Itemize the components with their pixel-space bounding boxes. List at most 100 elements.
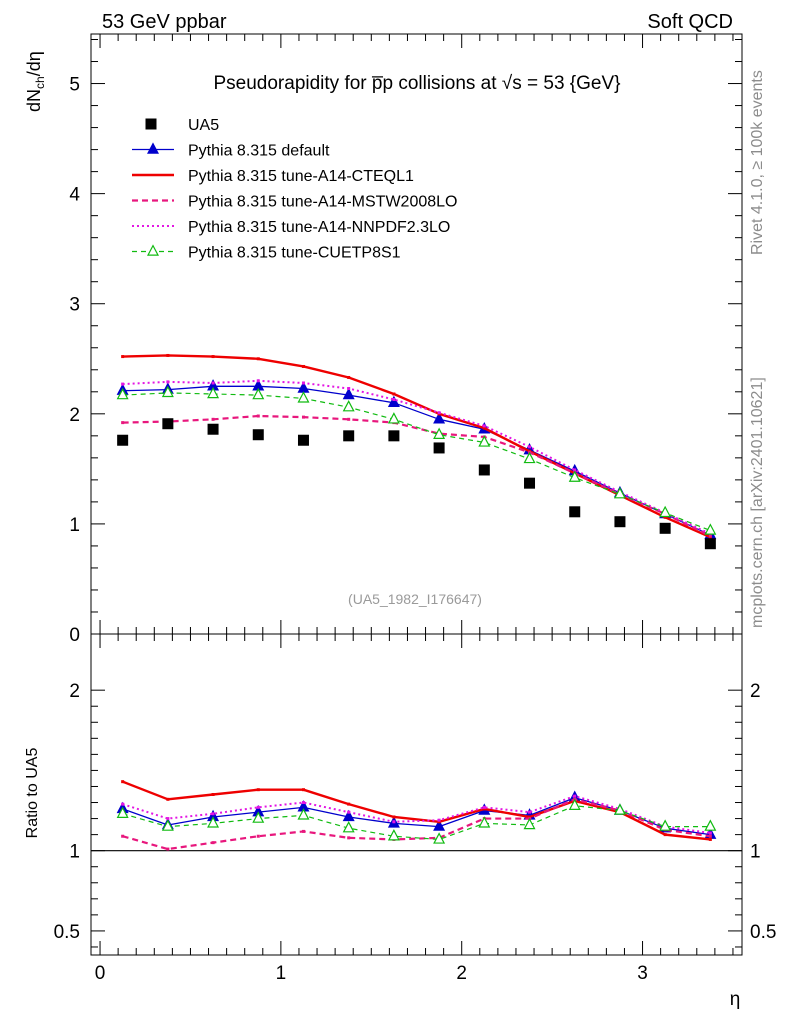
rivet-version-label: Rivet 4.1.0, ≥ 100k events bbox=[749, 70, 766, 255]
ratio-y-tick-labels: 0.5 0.5 1 1 2 2 bbox=[54, 681, 777, 943]
marker-default bbox=[342, 809, 355, 822]
legend-entry-default: Pythia 8.315 default bbox=[132, 142, 330, 160]
marker-cteql1 bbox=[482, 807, 486, 811]
main-y-tick-label: 1 bbox=[69, 515, 80, 536]
marker-mstw bbox=[121, 421, 125, 425]
marker-nnpdf bbox=[256, 805, 260, 809]
main-y-tick-label: 5 bbox=[69, 75, 80, 96]
legend-label: Pythia 8.315 tune-A14-MSTW2008LO bbox=[188, 194, 457, 211]
ratio-y-axis-label: Ratio to UA5 bbox=[24, 748, 41, 839]
marker-nnpdf bbox=[482, 805, 486, 809]
marker-cuetp8s1 bbox=[207, 386, 220, 399]
marker-cuetp8s1 bbox=[523, 817, 536, 830]
y-axis-label-main: dNch/dη bbox=[24, 51, 47, 112]
line-default bbox=[122, 385, 711, 536]
legend-entry-nnpdf: Pythia 8.315 tune-A14-NNPDF2.3LO bbox=[132, 219, 450, 236]
marker-nnpdf bbox=[392, 820, 396, 824]
mcplots-credit-label: mcplots.cern.ch [arXiv:2401.10621] bbox=[749, 377, 766, 628]
marker-cuetp8s1 bbox=[478, 435, 491, 447]
marker-cuetp8s1 bbox=[161, 819, 174, 831]
data-point-ua5 bbox=[388, 430, 400, 442]
line-cuetp8s1 bbox=[122, 805, 711, 841]
marker-cteql1 bbox=[166, 353, 170, 357]
line-mstw bbox=[122, 414, 711, 538]
header-process-label: 53 GeV ppbar bbox=[102, 11, 227, 33]
marker-nnpdf bbox=[437, 818, 441, 822]
main-y-tick-labels: 1 2 3 4 5 bbox=[69, 75, 80, 536]
marker-nnpdf bbox=[437, 411, 441, 415]
line-nnpdf bbox=[122, 795, 711, 835]
marker-cuetp8s1 bbox=[568, 798, 581, 810]
marker-nnpdf bbox=[528, 445, 532, 449]
main-series-group bbox=[116, 353, 717, 550]
legend: UA5 Pythia 8.315 default Pythia 8.315 tune… bbox=[132, 117, 457, 262]
marker-cuetp8s1 bbox=[252, 387, 265, 400]
line-cuetp8s1 bbox=[122, 392, 711, 532]
legend-entry-cteql1: Pythia 8.315 tune-A14-CTEQL1 bbox=[132, 168, 414, 185]
data-point-ua5 bbox=[524, 477, 536, 489]
marker-cteql1 bbox=[301, 788, 305, 792]
marker-mstw bbox=[347, 417, 351, 421]
marker-mstw bbox=[166, 847, 170, 851]
y-axis-label-text: dNch/dη bbox=[24, 51, 47, 112]
marker-cuetp8s1 bbox=[387, 829, 400, 841]
marker-default bbox=[433, 819, 446, 831]
marker-nnpdf bbox=[347, 810, 351, 814]
marker-mstw bbox=[256, 834, 260, 838]
marker-nnpdf bbox=[392, 398, 396, 402]
main-y-tick-label: 3 bbox=[69, 295, 80, 316]
marker-mstw bbox=[121, 834, 125, 838]
marker-cuetp8s1 bbox=[478, 816, 491, 828]
main-y-tick-label-zero: 0 bbox=[69, 625, 80, 646]
marker-cteql1 bbox=[211, 793, 215, 796]
marker-cteql1 bbox=[347, 802, 351, 806]
ratio-y-tick-label: 0.5 bbox=[54, 922, 80, 943]
marker-mstw bbox=[708, 834, 712, 838]
marker-default bbox=[433, 412, 446, 424]
marker-cteql1 bbox=[347, 375, 351, 379]
marker-nnpdf bbox=[347, 386, 351, 390]
x-tick-label: 0 bbox=[95, 963, 106, 984]
marker-cteql1 bbox=[121, 355, 125, 359]
marker-cuetp8s1 bbox=[116, 387, 129, 400]
marker-mstw bbox=[347, 836, 351, 840]
x-tick-label: 3 bbox=[637, 963, 648, 984]
marker-cteql1 bbox=[708, 837, 712, 841]
marker-nnpdf bbox=[573, 794, 577, 798]
marker-default bbox=[387, 395, 400, 408]
ratio-y-tick-label-right: 0.5 bbox=[750, 922, 776, 943]
x-tick-label: 1 bbox=[276, 963, 287, 984]
marker-cuetp8s1 bbox=[387, 412, 400, 424]
marker-cuetp8s1 bbox=[613, 487, 626, 499]
marker-nnpdf bbox=[482, 424, 486, 428]
series-cteql1 bbox=[121, 353, 712, 539]
marker-cteql1 bbox=[256, 357, 260, 361]
marker-cteql1 bbox=[528, 815, 532, 819]
legend-label: UA5 bbox=[188, 117, 219, 134]
marker-cuetp8s1 bbox=[116, 806, 129, 818]
marker-cuetp8s1 bbox=[297, 391, 310, 403]
data-point-ua5 bbox=[433, 442, 445, 454]
marker-cuetp8s1 bbox=[659, 819, 672, 831]
marker-cuetp8s1 bbox=[161, 385, 174, 398]
marker-mstw bbox=[256, 414, 260, 418]
marker-nnpdf bbox=[166, 380, 170, 384]
marker-cuetp8s1 bbox=[342, 400, 355, 412]
marker-cuetp8s1 bbox=[613, 803, 626, 815]
line-nnpdf bbox=[122, 379, 711, 535]
ratio-y-tick-label: 1 bbox=[69, 842, 80, 863]
reference-analysis-label: (UA5_1982_I176647) bbox=[348, 591, 482, 607]
marker-nnpdf bbox=[301, 801, 305, 805]
marker-cuetp8s1 bbox=[207, 816, 220, 828]
marker-cteql1 bbox=[121, 780, 125, 784]
legend-entry-mstw: Pythia 8.315 tune-A14-MSTW2008LO bbox=[132, 194, 457, 211]
ratio-axis-ticks bbox=[91, 634, 742, 955]
marker-mstw bbox=[211, 417, 215, 421]
legend-entry-cuetp8s1: Pythia 8.315 tune-CUETP8S1 bbox=[132, 244, 401, 262]
data-point-ua5 bbox=[478, 464, 490, 476]
marker-default bbox=[342, 387, 355, 400]
marker-cteql1 bbox=[301, 364, 305, 368]
marker-cuetp8s1 bbox=[342, 821, 355, 833]
ratio-y-tick-label-right: 1 bbox=[750, 842, 761, 863]
